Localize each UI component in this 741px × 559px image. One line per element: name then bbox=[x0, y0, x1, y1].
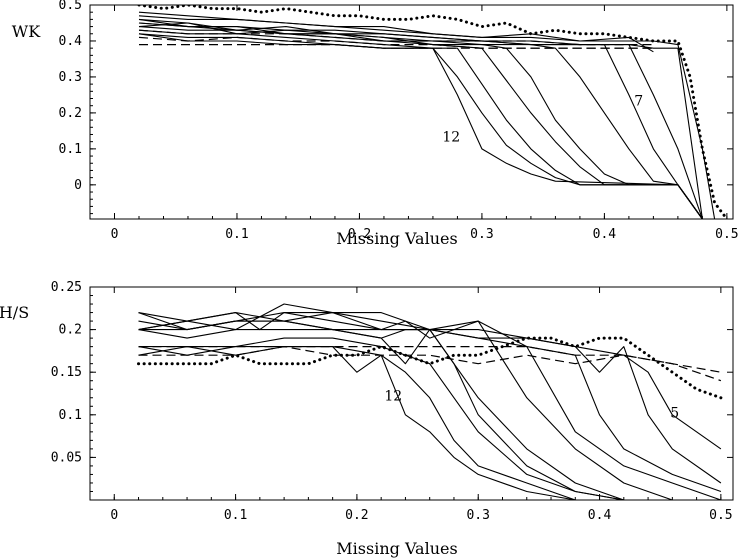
wk-y-tick-label: 0.4 bbox=[59, 34, 83, 49]
hs-series-line-solid bbox=[138, 312, 722, 484]
hs-x-tick-label: 0.1 bbox=[224, 508, 247, 523]
hs-y-tick-label: 0.2 bbox=[59, 323, 82, 338]
hs-panel: 0 0.1 0.2 0.3 0.4 0.5 0.05 0.1 0.15 0.2 0.25 H/S Mis… bbox=[0, 280, 734, 558]
hs-x-axis-title: Missing Values bbox=[336, 539, 457, 558]
hs-series-line-solid bbox=[138, 337, 721, 500]
hs-x-tick-label: 0.3 bbox=[466, 508, 489, 523]
wk-x-tick-label: 0.3 bbox=[470, 227, 493, 242]
wk-x-tick-label: 0 bbox=[111, 227, 119, 242]
wk-x-tick-label: 0.2 bbox=[348, 227, 371, 242]
hs-x-tick-label: 0.4 bbox=[588, 508, 612, 523]
hs-series-group bbox=[137, 303, 723, 500]
hs-x-tick-label: 0 bbox=[110, 508, 118, 523]
wk-panel: 0 0.1 0.2 0.3 0.4 0.5 0 0.1 0.2 0.3 0.4 0.5 WK Missin… bbox=[12, 0, 739, 248]
hs-series-line-solid bbox=[138, 320, 721, 500]
wk-curve-annotation: 12 bbox=[442, 130, 460, 146]
hs-y-tick-label: 0.05 bbox=[51, 450, 82, 465]
wk-x-axis-title: Missing Values bbox=[336, 229, 457, 248]
wk-y-tick-label: 0.2 bbox=[59, 106, 82, 121]
wk-x-tick-label: 0.1 bbox=[225, 227, 248, 242]
hs-series-line-dashed bbox=[138, 346, 722, 373]
wk-series-line-solid bbox=[138, 33, 703, 219]
hs-series-line-solid bbox=[138, 320, 722, 450]
hs-x-tick-label: 0.2 bbox=[345, 508, 368, 523]
hs-y-tick-label: 0.1 bbox=[59, 408, 82, 423]
wk-x-tick-label: 0.4 bbox=[593, 227, 617, 242]
hs-series-line-solid bbox=[138, 312, 722, 493]
hs-curve-annotation: 5 bbox=[670, 405, 679, 421]
hs-y-axis-title: H/S bbox=[0, 303, 29, 322]
wk-series-line-solid bbox=[138, 18, 703, 219]
hs-series-line-solid bbox=[138, 312, 721, 500]
wk-series-line-solid bbox=[138, 26, 703, 219]
wk-series-line-solid bbox=[138, 22, 703, 219]
wk-series-line-solid bbox=[138, 11, 654, 53]
wk-series-line-solid bbox=[138, 22, 703, 219]
wk-y-tick-label: 0.3 bbox=[59, 70, 82, 85]
wk-y-tick-label: 0 bbox=[74, 178, 82, 193]
wk-y-tick-label: 0.5 bbox=[59, 0, 82, 13]
wk-series-line-solid bbox=[138, 18, 703, 219]
wk-series-line-solid bbox=[138, 29, 703, 219]
wk-plot-frame bbox=[89, 4, 734, 220]
hs-series-line-solid bbox=[138, 346, 721, 500]
hs-y-tick-label: 0.15 bbox=[51, 365, 82, 380]
hs-x-tick-label: 0.5 bbox=[709, 508, 732, 523]
wk-series-line-solid bbox=[138, 22, 703, 219]
wk-y-axis-title: WK bbox=[12, 22, 41, 41]
wk-series-group bbox=[137, 5, 729, 219]
hs-series-line-solid bbox=[138, 303, 722, 500]
wk-x-tick-label: 0.5 bbox=[715, 227, 738, 242]
wk-curve-annotation: 7 bbox=[634, 94, 643, 110]
wk-y-tick-label: 0.1 bbox=[59, 142, 82, 157]
hs-curve-annotation: 12 bbox=[384, 388, 402, 404]
wk-series-line-solid bbox=[138, 33, 703, 219]
wk-series-line-solid bbox=[138, 15, 716, 219]
hs-plot-frame bbox=[89, 286, 734, 501]
hs-series-line-solid bbox=[138, 346, 721, 500]
wk-series-line-dotted bbox=[137, 5, 729, 219]
hs-y-tick-label: 0.25 bbox=[51, 280, 82, 295]
